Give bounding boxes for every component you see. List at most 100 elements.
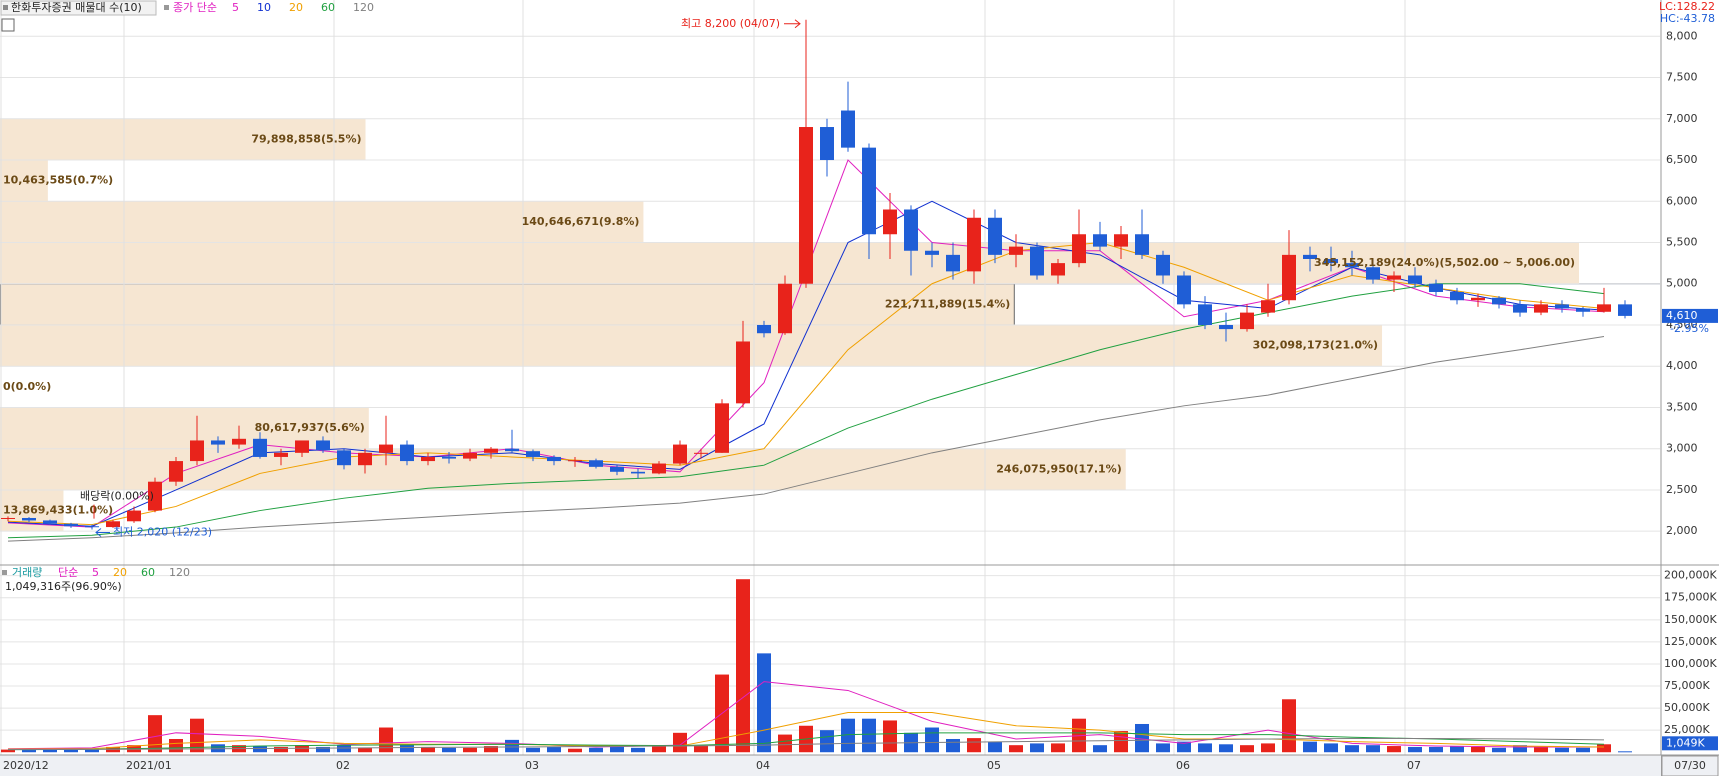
volume-bar <box>1198 743 1212 753</box>
volume-bar <box>694 745 708 753</box>
candle-body <box>1303 254 1317 259</box>
legend-entry: 60 <box>141 566 155 579</box>
candle-body <box>1219 324 1233 330</box>
y-tick-label: 6,500 <box>1666 153 1698 166</box>
candle-body <box>904 209 918 251</box>
candle-body <box>757 324 771 334</box>
candle-body <box>1135 234 1149 255</box>
candle-body <box>1555 304 1569 309</box>
volume-bar <box>526 747 540 753</box>
x-tick-label: 2021/01 <box>126 759 172 772</box>
candle-body <box>337 450 351 466</box>
volume-bar <box>1387 746 1401 753</box>
volume-bar <box>253 746 267 753</box>
candle-body <box>505 448 519 452</box>
icon <box>164 5 169 10</box>
candle-body <box>1 517 15 519</box>
dividend-annotation: 배당락(0.00%) <box>80 490 154 503</box>
legend-entry: 20 <box>113 566 127 579</box>
profile-label: 13,869,433(1.0%) <box>3 504 113 517</box>
volume-bar <box>925 727 939 753</box>
candle-body <box>1009 246 1023 255</box>
volume-bar <box>148 715 162 753</box>
candle-body <box>43 520 57 524</box>
volume-bar <box>1492 747 1506 753</box>
volume-bar <box>1471 746 1485 753</box>
profile-bar <box>0 448 1126 490</box>
legend-entry: 60 <box>321 1 335 14</box>
volume-bar <box>169 738 183 753</box>
candle-body <box>232 438 246 445</box>
candle-body <box>253 438 267 457</box>
candle-body <box>1156 254 1170 276</box>
volume-bar <box>1303 741 1317 753</box>
low-annotation: 최저 2,020 (12/23) <box>113 526 212 539</box>
candle-body <box>1576 308 1590 312</box>
candle-body <box>379 444 393 453</box>
profile-label: 221,711,889(15.4%) <box>885 297 1010 310</box>
volume-bar <box>1513 745 1527 753</box>
volume-bar <box>400 744 414 753</box>
volume-bar <box>1 749 15 753</box>
candle-body <box>85 526 99 528</box>
candle-body <box>442 456 456 459</box>
volume-bar <box>463 747 477 753</box>
x-tick-label: 05 <box>987 759 1001 772</box>
y-tick-label: 200,000K <box>1664 569 1717 582</box>
y-tick-label: 5,000 <box>1666 277 1698 290</box>
volume-bar <box>1366 745 1380 753</box>
volume-bar <box>757 653 771 753</box>
y-tick-label: 7,000 <box>1666 112 1698 125</box>
end-date: 07/30 <box>1674 759 1706 772</box>
volume-bar <box>337 745 351 753</box>
volume-bar <box>1618 751 1632 753</box>
candle-body <box>1177 275 1191 305</box>
candle-body <box>169 461 183 482</box>
candle-body <box>463 452 477 459</box>
candle-body <box>1534 304 1548 313</box>
volume-bar <box>316 746 330 753</box>
right-axis-bg <box>1661 0 1719 776</box>
y-tick-label: 100,000K <box>1664 657 1717 670</box>
y-tick-label: 5,500 <box>1666 235 1698 248</box>
candle-body <box>862 147 876 235</box>
table-icon[interactable] <box>1 18 15 32</box>
x-tick-label: 07 <box>1407 759 1421 772</box>
y-tick-label: 6,000 <box>1666 194 1698 207</box>
y-tick-label: 2,000 <box>1666 524 1698 537</box>
volume-bar <box>1429 746 1443 753</box>
volume-bar <box>1030 743 1044 753</box>
candle-body <box>1345 263 1359 268</box>
volume-bar <box>379 727 393 753</box>
y-tick-label: 25,000K <box>1664 723 1710 736</box>
x-tick-label: 06 <box>1176 759 1190 772</box>
volume-bar <box>421 746 435 753</box>
volume-bar <box>820 730 834 753</box>
volume-bar <box>736 579 750 753</box>
candle-body <box>652 463 666 474</box>
y-tick-label: 8,000 <box>1666 29 1698 42</box>
volume-bar <box>1261 743 1275 753</box>
volume-bar <box>778 734 792 753</box>
volume-legend-method: 단순 <box>58 566 78 579</box>
x-tick-label: 02 <box>336 759 350 772</box>
legend-entry: 120 <box>353 1 374 14</box>
profile-label: 302,098,173(21.0%) <box>1253 339 1378 352</box>
volume-bar <box>1408 746 1422 753</box>
candle-body <box>778 283 792 334</box>
candle-body <box>715 403 729 453</box>
candle-body <box>925 250 939 255</box>
volume-bar <box>547 746 561 753</box>
volume-bar <box>1450 746 1464 753</box>
candle-body <box>316 440 330 451</box>
title: 한화투자증권 매물대 수(10) <box>11 1 142 14</box>
volume-bar <box>1093 745 1107 753</box>
candle-body <box>946 254 960 272</box>
candle-body <box>274 452 288 457</box>
volume-bar <box>1219 744 1233 753</box>
lc-label: LC:128.22 <box>1659 0 1715 13</box>
current-change: -2.95% <box>1670 322 1709 335</box>
title-box <box>0 0 157 16</box>
x-tick-label: 04 <box>756 759 770 772</box>
